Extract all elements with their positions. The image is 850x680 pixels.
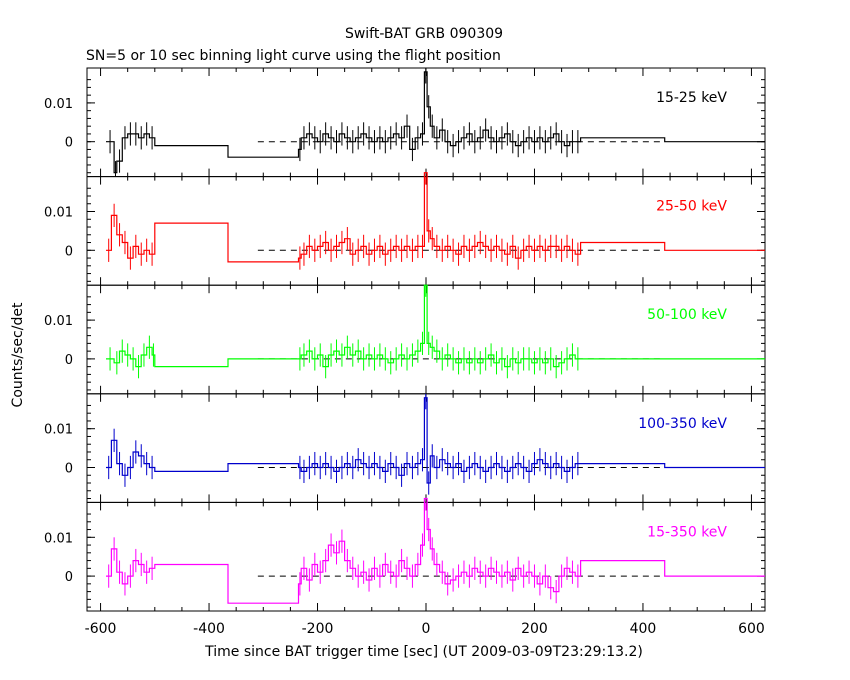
- x-tick-label: 0: [422, 621, 431, 637]
- x-tick-label: -200: [302, 621, 334, 637]
- x-tick-label: -400: [193, 621, 225, 637]
- panel-2: 0 0.01 25-50 keV: [44, 172, 766, 286]
- y-tick-label: 0.01: [44, 206, 73, 221]
- x-axis-label: Time since BAT trigger time [sec] (UT 20…: [204, 644, 643, 660]
- light-curve-series: [106, 172, 765, 263]
- panel-3: 0 0.01 50-100 keV: [44, 284, 766, 395]
- panel-4: 0 0.01 100-350 keV: [44, 393, 766, 503]
- y-tick-label: 0: [65, 244, 73, 259]
- y-axis-label: Counts/sec/det: [10, 302, 26, 407]
- panel-energy-label: 25-50 keV: [656, 199, 727, 215]
- panel-energy-label: 15-350 keV: [647, 524, 727, 540]
- panel-energy-label: 15-25 keV: [656, 90, 727, 106]
- x-tick-label: 200: [521, 621, 548, 637]
- light-curve-series: [106, 71, 765, 174]
- x-tick-label: 600: [738, 621, 765, 637]
- panel-frame: [86, 67, 766, 178]
- panel-frame: [86, 393, 766, 503]
- chart-subtitle: SN=5 or 10 sec binning light curve using…: [86, 48, 501, 64]
- chart-title: Swift-BAT GRB 090309: [345, 26, 503, 42]
- light-curve-series: [106, 284, 765, 368]
- light-curve-series: [106, 497, 765, 604]
- panel-frame: [86, 501, 766, 612]
- panel-5: 0 0.01 15-350 keV: [44, 497, 766, 612]
- panel-energy-label: 50-100 keV: [647, 307, 727, 323]
- x-tick-label: 400: [630, 621, 657, 637]
- x-tick-label: -600: [85, 621, 117, 637]
- y-tick-label: 0: [65, 570, 73, 585]
- y-tick-label: 0.01: [44, 314, 73, 329]
- y-tick-label: 0.01: [44, 531, 73, 546]
- panels-group: 0 0.01 15-25 keV 0 0.01 25-50 keV 0 0.01 50-100 …: [44, 67, 766, 637]
- y-tick-label: 0.01: [44, 423, 73, 438]
- panel-frame: [86, 284, 766, 395]
- y-tick-label: 0: [65, 461, 73, 476]
- panel-frame: [86, 176, 766, 286]
- y-tick-label: 0: [65, 136, 73, 151]
- y-tick-label: 0.01: [44, 97, 73, 112]
- light-curve-series: [106, 397, 765, 484]
- panel-energy-label: 100-350 keV: [638, 416, 727, 432]
- y-tick-label: 0: [65, 353, 73, 368]
- panel-1: 0 0.01 15-25 keV: [44, 67, 766, 178]
